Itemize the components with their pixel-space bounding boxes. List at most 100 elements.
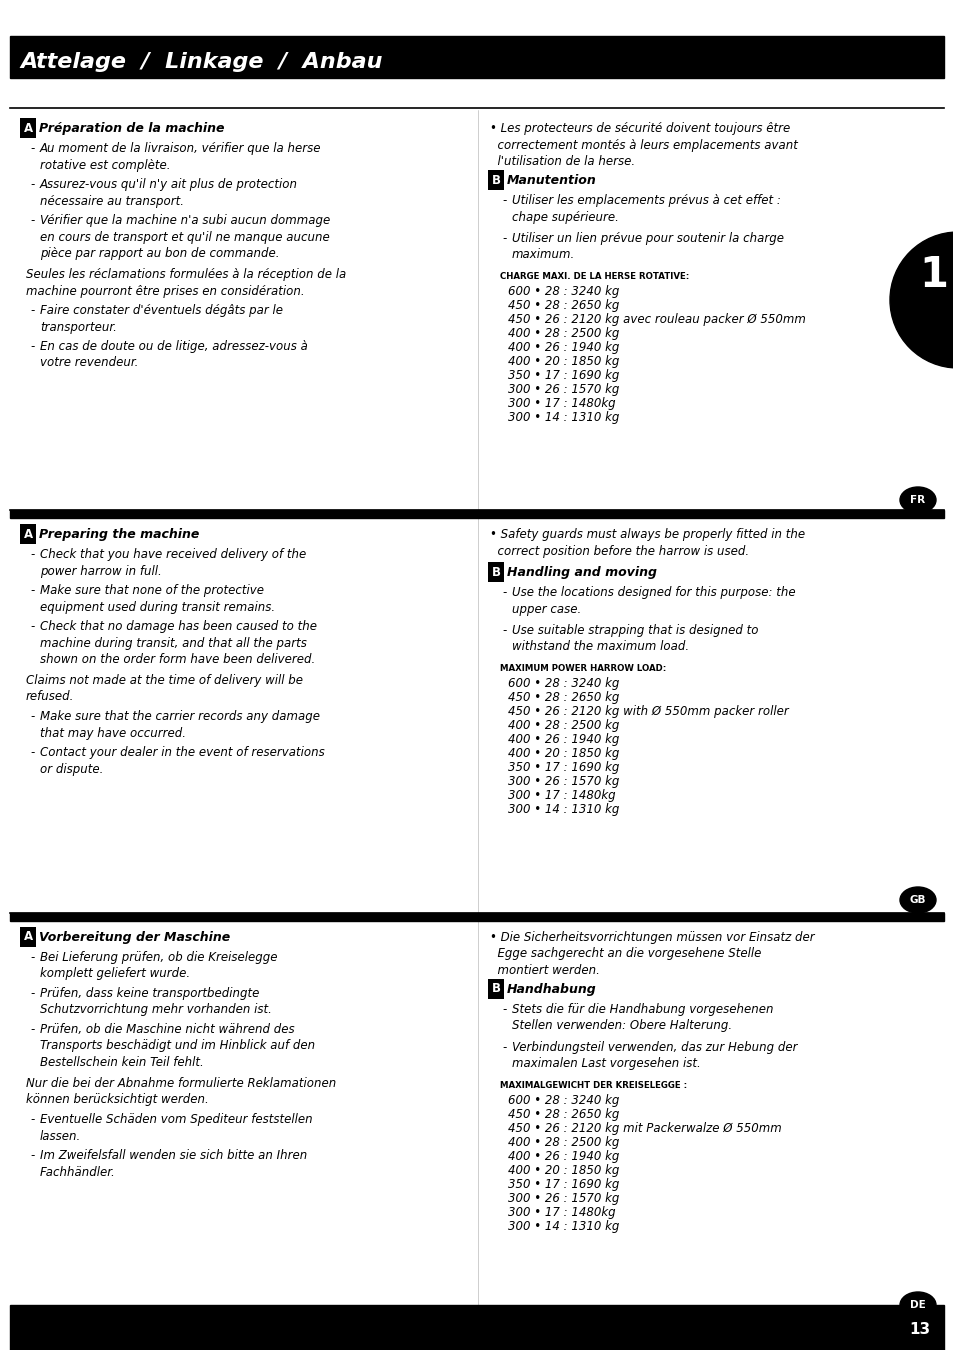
Text: 13: 13 (908, 1323, 929, 1338)
Text: Prüfen, dass keine transportbedingte
Schutzvorrichtung mehr vorhanden ist.: Prüfen, dass keine transportbedingte Sch… (40, 987, 272, 1017)
Bar (10, 1305, 943, 1350)
Text: MAXIMUM POWER HARROW LOAD:: MAXIMUM POWER HARROW LOAD: (499, 664, 665, 674)
Text: -: - (30, 950, 34, 964)
Text: 300 • 17 : 1480kg: 300 • 17 : 1480kg (507, 788, 615, 802)
Text: 450 • 28 : 2650 kg: 450 • 28 : 2650 kg (507, 298, 618, 312)
Text: Seules les réclamations formulées à la réception de la
machine pourront être pri: Seules les réclamations formulées à la r… (26, 269, 346, 297)
Text: A: A (24, 122, 32, 135)
Text: 400 • 28 : 2500 kg: 400 • 28 : 2500 kg (507, 327, 618, 340)
Text: Handling and moving: Handling and moving (506, 566, 657, 579)
Text: CHARGE MAXI. DE LA HERSE ROTATIVE:: CHARGE MAXI. DE LA HERSE ROTATIVE: (499, 271, 688, 281)
Text: -: - (30, 178, 34, 190)
Text: Bei Lieferung prüfen, ob die Kreiselegge
komplett geliefert wurde.: Bei Lieferung prüfen, ob die Kreiselegge… (40, 950, 277, 980)
Text: Use the locations designed for this purpose: the
upper case.: Use the locations designed for this purp… (512, 586, 795, 616)
Text: • Les protecteurs de sécurité doivent toujours être
  correctement montés à leur: • Les protecteurs de sécurité doivent to… (490, 122, 797, 167)
Text: -: - (501, 232, 506, 244)
Text: -: - (30, 1112, 34, 1126)
Text: 600 • 28 : 3240 kg: 600 • 28 : 3240 kg (507, 676, 618, 690)
Text: -: - (30, 340, 34, 352)
Text: 300 • 14 : 1310 kg: 300 • 14 : 1310 kg (507, 1220, 618, 1233)
Text: • Safety guards must always be properly fitted in the
  correct position before : • Safety guards must always be properly … (490, 528, 804, 558)
Text: -: - (30, 987, 34, 1000)
Text: 450 • 26 : 2120 kg with Ø 550mm packer roller: 450 • 26 : 2120 kg with Ø 550mm packer r… (507, 705, 788, 718)
Text: Contact your dealer in the event of reservations
or dispute.: Contact your dealer in the event of rese… (40, 747, 324, 775)
Text: -: - (30, 142, 34, 155)
Text: Handhabung: Handhabung (506, 983, 597, 996)
Text: 300 • 26 : 1570 kg: 300 • 26 : 1570 kg (507, 775, 618, 788)
Text: 450 • 28 : 2650 kg: 450 • 28 : 2650 kg (507, 1108, 618, 1120)
Text: 400 • 26 : 1940 kg: 400 • 26 : 1940 kg (507, 1150, 618, 1162)
Text: -: - (30, 1149, 34, 1162)
Text: A: A (24, 528, 32, 540)
Text: -: - (30, 710, 34, 724)
Text: 300 • 14 : 1310 kg: 300 • 14 : 1310 kg (507, 803, 618, 815)
Text: Utiliser les emplacements prévus à cet effet :
chape supérieure.: Utiliser les emplacements prévus à cet e… (512, 194, 781, 224)
Bar (10, 913, 943, 921)
Text: -: - (501, 1003, 506, 1017)
Text: Stets die für die Handhabung vorgesehenen
Stellen verwenden: Obere Halterung.: Stets die für die Handhabung vorgesehene… (512, 1003, 773, 1033)
Text: • Die Sicherheitsvorrichtungen müssen vor Einsatz der
  Egge sachgerecht an die : • Die Sicherheitsvorrichtungen müssen vo… (490, 931, 814, 977)
Wedge shape (889, 232, 953, 369)
Text: GB: GB (909, 895, 925, 905)
Text: Check that no damage has been caused to the
machine during transit, and that all: Check that no damage has been caused to … (40, 620, 316, 666)
Text: 400 • 26 : 1940 kg: 400 • 26 : 1940 kg (507, 342, 618, 354)
Text: 600 • 28 : 3240 kg: 600 • 28 : 3240 kg (507, 285, 618, 298)
Text: -: - (30, 585, 34, 597)
Text: Verbindungsteil verwenden, das zur Hebung der
maximalen Last vorgesehen ist.: Verbindungsteil verwenden, das zur Hebun… (512, 1041, 797, 1071)
Text: Nur die bei der Abnahme formulierte Reklamationen
können berücksichtigt werden.: Nur die bei der Abnahme formulierte Rekl… (26, 1077, 335, 1107)
Text: Attelage  /  Linkage  /  Anbau: Attelage / Linkage / Anbau (20, 53, 382, 72)
Text: Preparing the machine: Preparing the machine (39, 528, 199, 541)
Text: 300 • 17 : 1480kg: 300 • 17 : 1480kg (507, 1206, 615, 1219)
Text: B: B (491, 174, 500, 186)
Text: Check that you have received delivery of the
power harrow in full.: Check that you have received delivery of… (40, 548, 306, 578)
Text: 400 • 20 : 1850 kg: 400 • 20 : 1850 kg (507, 1164, 618, 1177)
Text: En cas de doute ou de litige, adressez-vous à
votre revendeur.: En cas de doute ou de litige, adressez-v… (40, 340, 308, 370)
Text: Vorbereitung der Maschine: Vorbereitung der Maschine (39, 931, 230, 944)
Text: DE: DE (909, 1300, 925, 1310)
Text: 300 • 26 : 1570 kg: 300 • 26 : 1570 kg (507, 383, 618, 396)
Text: 400 • 20 : 1850 kg: 400 • 20 : 1850 kg (507, 355, 618, 369)
Text: 400 • 28 : 2500 kg: 400 • 28 : 2500 kg (507, 1135, 618, 1149)
Text: 350 • 17 : 1690 kg: 350 • 17 : 1690 kg (507, 1179, 618, 1191)
Text: -: - (501, 1041, 506, 1054)
Ellipse shape (899, 887, 935, 913)
Text: Vérifier que la machine n'a subi aucun dommage
en cours de transport et qu'il ne: Vérifier que la machine n'a subi aucun d… (40, 215, 330, 261)
Text: A: A (24, 930, 32, 944)
Text: 450 • 28 : 2650 kg: 450 • 28 : 2650 kg (507, 691, 618, 703)
Text: 600 • 28 : 3240 kg: 600 • 28 : 3240 kg (507, 1094, 618, 1107)
Text: 450 • 26 : 2120 kg mit Packerwalze Ø 550mm: 450 • 26 : 2120 kg mit Packerwalze Ø 550… (507, 1122, 781, 1135)
Text: Faire constater d'éventuels dégâts par le
transporteur.: Faire constater d'éventuels dégâts par l… (40, 304, 283, 333)
Ellipse shape (899, 487, 935, 513)
Text: Assurez-vous qu'il n'y ait plus de protection
nécessaire au transport.: Assurez-vous qu'il n'y ait plus de prote… (40, 178, 297, 208)
Text: 400 • 20 : 1850 kg: 400 • 20 : 1850 kg (507, 747, 618, 760)
Text: 300 • 17 : 1480kg: 300 • 17 : 1480kg (507, 397, 615, 410)
Text: -: - (501, 194, 506, 207)
Text: -: - (501, 586, 506, 599)
Text: Préparation de la machine: Préparation de la machine (39, 122, 224, 135)
Text: Utiliser un lien prévue pour soutenir la charge
maximum.: Utiliser un lien prévue pour soutenir la… (512, 232, 783, 262)
Text: 450 • 26 : 2120 kg avec rouleau packer Ø 550mm: 450 • 26 : 2120 kg avec rouleau packer Ø… (507, 313, 805, 325)
Text: -: - (30, 548, 34, 562)
Text: B: B (491, 983, 500, 995)
Text: 1: 1 (919, 254, 947, 296)
Text: Make sure that none of the protective
equipment used during transit remains.: Make sure that none of the protective eq… (40, 585, 274, 613)
Text: Prüfen, ob die Maschine nicht während des
Transports beschädigt und im Hinblick : Prüfen, ob die Maschine nicht während de… (40, 1023, 314, 1069)
Text: FR: FR (909, 495, 924, 505)
Text: 300 • 26 : 1570 kg: 300 • 26 : 1570 kg (507, 1192, 618, 1206)
Text: -: - (30, 747, 34, 759)
Text: Im Zweifelsfall wenden sie sich bitte an Ihren
Fachhändler.: Im Zweifelsfall wenden sie sich bitte an… (40, 1149, 307, 1179)
Text: 300 • 14 : 1310 kg: 300 • 14 : 1310 kg (507, 410, 618, 424)
Text: 350 • 17 : 1690 kg: 350 • 17 : 1690 kg (507, 369, 618, 382)
Text: Use suitable strapping that is designed to
withstand the maximum load.: Use suitable strapping that is designed … (512, 624, 758, 653)
Text: -: - (30, 620, 34, 633)
Text: -: - (30, 1023, 34, 1035)
Text: -: - (501, 624, 506, 637)
Text: 350 • 17 : 1690 kg: 350 • 17 : 1690 kg (507, 761, 618, 774)
Text: Au moment de la livraison, vérifier que la herse
rotative est complète.: Au moment de la livraison, vérifier que … (40, 142, 321, 171)
Text: B: B (491, 566, 500, 579)
Text: MAXIMALGEWICHT DER KREISELEGGE :: MAXIMALGEWICHT DER KREISELEGGE : (499, 1081, 686, 1089)
Ellipse shape (899, 1292, 935, 1318)
Text: -: - (30, 304, 34, 317)
Text: Manutention: Manutention (506, 174, 597, 188)
Bar (10, 36, 943, 78)
